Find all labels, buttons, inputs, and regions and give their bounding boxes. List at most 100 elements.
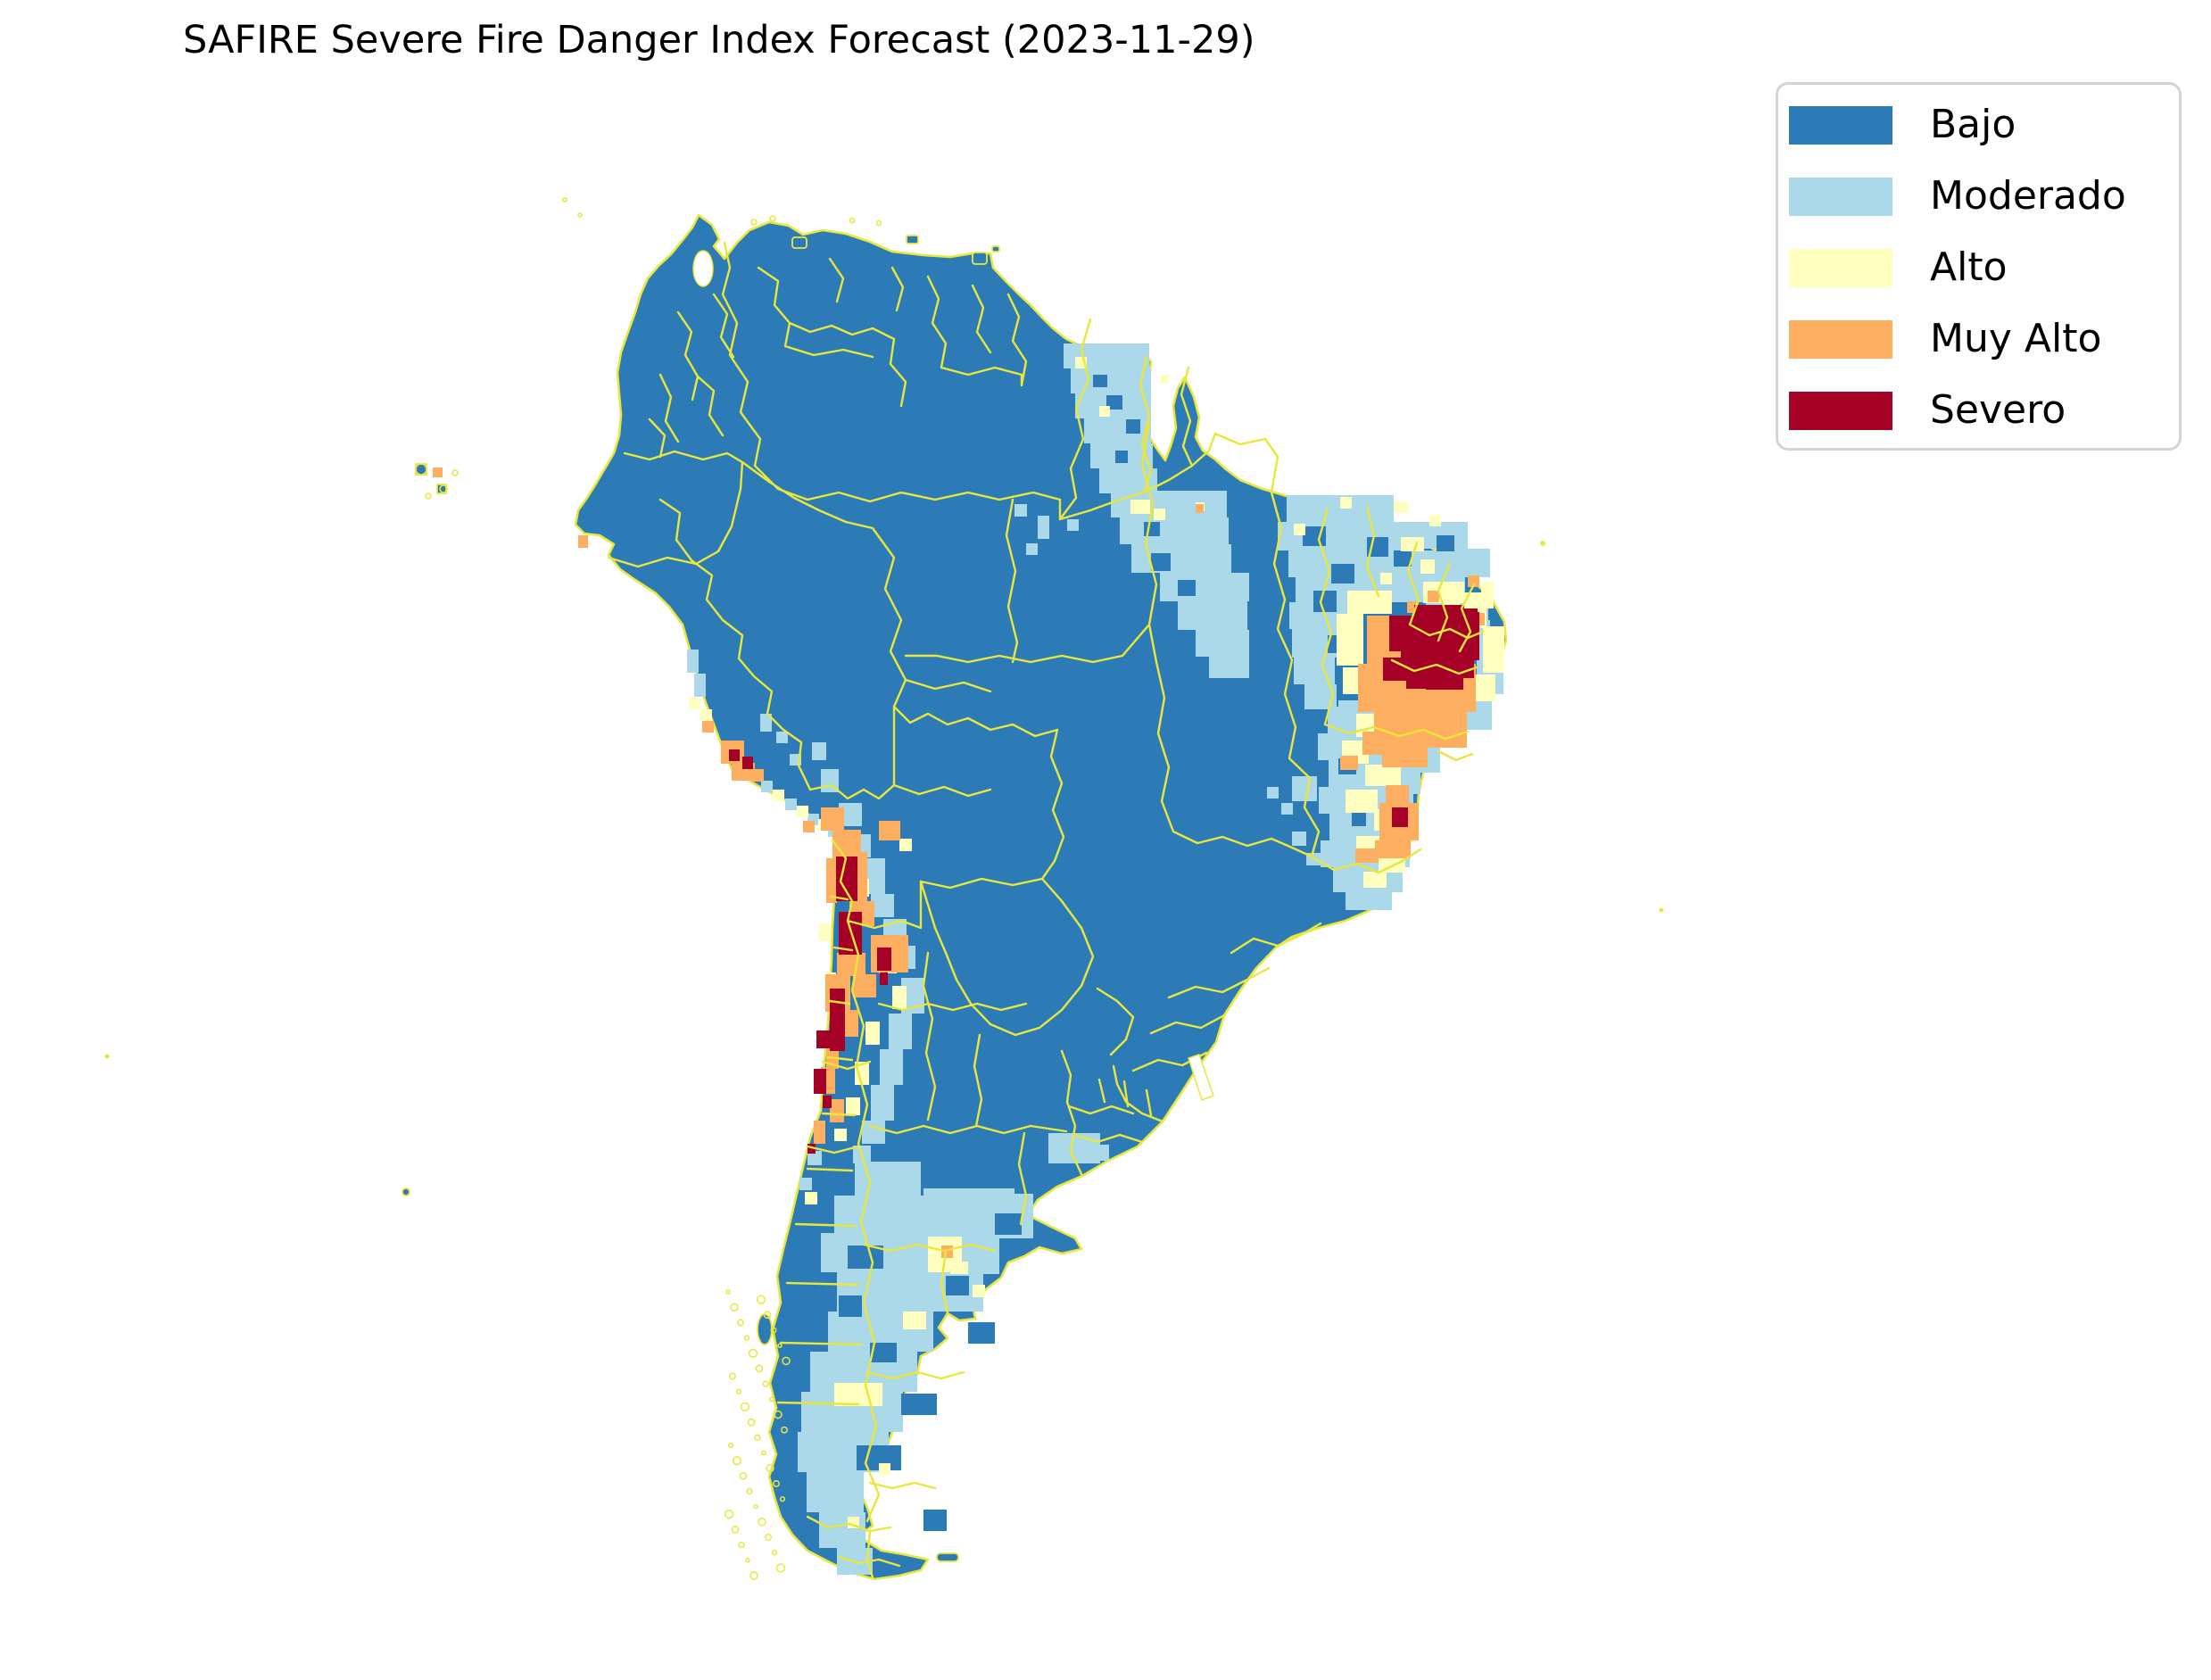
fjord-islet — [766, 1463, 774, 1473]
raster-cell-bajo — [1106, 395, 1122, 410]
fjord-islet — [774, 1410, 783, 1419]
raster-cell-moderado — [694, 674, 706, 697]
fjord-islet — [740, 1402, 750, 1412]
raster-cell-bajo — [1313, 591, 1337, 612]
raster-cell-alto — [1401, 537, 1424, 551]
raster-cell-moderado — [871, 1085, 894, 1121]
raster-cell-moderado — [1014, 504, 1027, 517]
legend-label-alto: Alto — [1930, 244, 2008, 290]
raster-cell-alto — [773, 790, 784, 801]
fjord-islet — [743, 1335, 750, 1341]
island-dot — [750, 219, 758, 226]
raster-cell-bajo — [1437, 535, 1454, 551]
fjord-islet — [755, 1364, 764, 1373]
raster-cell-muy_alto — [814, 1121, 825, 1144]
raster-cell-alto — [950, 1262, 968, 1274]
legend-swatch-muy-alto — [1789, 319, 1892, 359]
fjord-islet — [770, 1327, 777, 1334]
galapagos-outline — [451, 469, 459, 476]
danger-raster — [433, 343, 1504, 1575]
island-tobago — [991, 245, 1000, 252]
raster-cell-alto — [1099, 406, 1110, 417]
raster-cell-alto — [797, 806, 808, 817]
fjord-islet — [754, 1434, 761, 1441]
raster-cell-alto — [1340, 497, 1352, 509]
island-dot — [769, 215, 776, 222]
raster-cell-alto — [1130, 500, 1150, 514]
fjord-islet — [724, 1510, 734, 1519]
islands — [104, 197, 1664, 1580]
raster-cell-alto — [855, 1062, 869, 1085]
island-west-speck — [104, 1054, 110, 1059]
raster-cell-severo — [839, 912, 862, 955]
raster-cell-moderado — [760, 714, 772, 732]
island-trindade — [1659, 907, 1664, 913]
raster-cell-bajo — [870, 1343, 897, 1362]
fjord-islet — [773, 1479, 780, 1487]
raster-cell-alto — [865, 1022, 880, 1045]
raster-cell-alto — [899, 839, 912, 851]
raster-cell-bajo — [1144, 522, 1160, 536]
legend-swatch-severo — [1789, 391, 1892, 430]
raster-cell-moderado — [1071, 368, 1151, 393]
legend-item-muy-alto: Muy Alto — [1789, 319, 2161, 359]
fjord-islet — [769, 1396, 774, 1403]
raster-cell-muy_alto — [941, 1246, 953, 1258]
fjord-islet — [729, 1372, 736, 1380]
raster-cell-alto — [1429, 515, 1441, 526]
raster-cell-moderado — [807, 1472, 864, 1512]
fjord-islet — [753, 1503, 758, 1510]
fjord-islet — [746, 1487, 753, 1495]
island-trinidad — [972, 252, 988, 265]
raster-cell-muy_alto — [1386, 785, 1409, 803]
island-dot — [562, 197, 567, 203]
raster-cell-moderado — [1292, 776, 1317, 801]
raster-cell-alto — [1380, 573, 1392, 584]
raster-cell-bajo — [1126, 419, 1140, 434]
raster-cell-moderado — [1160, 573, 1249, 601]
raster-cell-muy_alto — [894, 939, 907, 972]
island-juan-fernandez — [402, 1188, 410, 1196]
raster-cell-moderado — [1346, 892, 1392, 910]
raster-cell-bajo — [946, 1276, 969, 1295]
raster-cell-bajo — [1352, 812, 1366, 826]
raster-cell-severo — [830, 989, 845, 1051]
island-dot — [577, 212, 583, 218]
raster-cell-muy_alto — [803, 821, 815, 832]
raster-cell-alto — [846, 1097, 860, 1115]
raster-cell-moderado — [807, 1151, 822, 1165]
raster-cell-alto — [1365, 765, 1401, 786]
raster-cell-alto — [689, 698, 700, 709]
raster-cell-muy_alto — [1340, 756, 1358, 770]
raster-cell-muy_alto — [1428, 591, 1439, 602]
island-fernando-de-noronha — [1540, 541, 1545, 546]
raster-cell-bajo — [923, 1510, 947, 1531]
raster-cell-moderado — [687, 650, 699, 673]
galapagos-islands — [415, 463, 459, 500]
fjord-islet — [779, 1495, 786, 1502]
fjord-islet — [765, 1534, 772, 1541]
island-estados — [936, 1552, 959, 1562]
fjord-islet — [758, 1518, 766, 1527]
raster-cell-muy_alto — [821, 807, 844, 831]
island-curacao — [791, 236, 807, 249]
fjord-islet — [748, 1348, 758, 1358]
raster-cell-muy_alto — [879, 821, 900, 840]
raster-cell-alto — [834, 1383, 882, 1406]
raster-cell-moderado — [1084, 418, 1151, 443]
raster-cell-alto — [892, 986, 907, 1009]
raster-cell-alto — [1337, 614, 1363, 666]
raster-cell-bajo — [848, 1246, 883, 1269]
fjord-islet — [781, 1426, 788, 1434]
raster-cell-muy_alto — [751, 769, 764, 782]
legend-item-moderado: Moderado — [1789, 177, 2161, 216]
raster-cell-bajo — [839, 1295, 862, 1317]
raster-cell-severo — [729, 749, 740, 761]
fjord-islet — [749, 1571, 758, 1580]
legend-swatch-alto — [1789, 248, 1892, 287]
raster-cell-moderado — [1038, 516, 1049, 539]
raster-cell-moderado — [862, 1121, 885, 1144]
legend-box: Bajo Moderado Alto Muy Alto Severo — [1776, 82, 2182, 451]
raster-cell-moderado — [889, 1014, 912, 1049]
